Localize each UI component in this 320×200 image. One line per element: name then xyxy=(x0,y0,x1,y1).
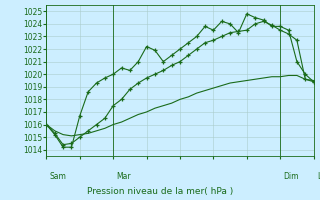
Text: Lun: Lun xyxy=(317,172,320,181)
Text: Sam: Sam xyxy=(50,172,67,181)
Text: Mar: Mar xyxy=(116,172,131,181)
Text: Dim: Dim xyxy=(284,172,299,181)
Text: Pression niveau de la mer( hPa ): Pression niveau de la mer( hPa ) xyxy=(87,187,233,196)
